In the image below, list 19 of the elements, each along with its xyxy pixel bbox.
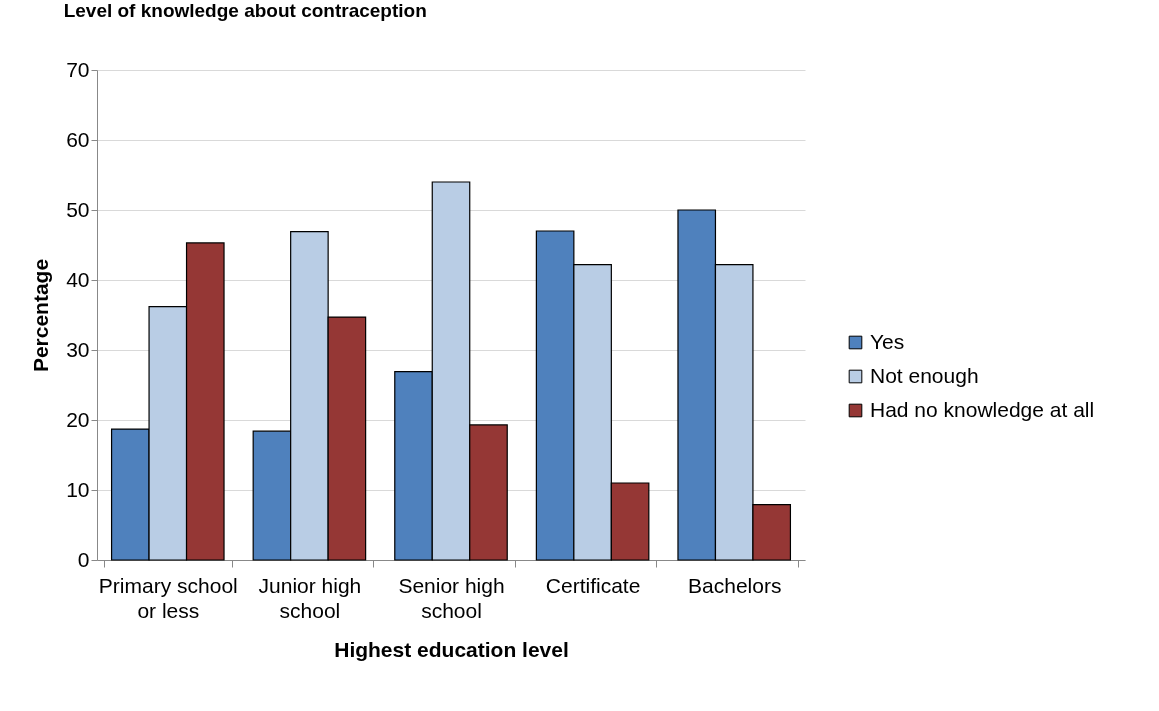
x-tick-label: Bachelors (688, 573, 782, 597)
legend-label: Not enough (870, 363, 979, 387)
x-tick-label: Certificate (545, 573, 641, 597)
y-tick-label: 10 (66, 477, 90, 501)
legend-label: Had no knowledge at all (870, 397, 1095, 421)
x-tick-label: Senior high school (398, 573, 505, 622)
y-tick-label: 40 (66, 267, 90, 291)
x-tick-label: Junior high school (258, 573, 362, 622)
chart-title: Level of knowledge about contraception (63, 0, 427, 21)
y-tick-label: 50 (66, 197, 90, 221)
y-tick-label: 70 (66, 57, 90, 81)
y-tick-label: 30 (66, 337, 90, 361)
y-tick-label: 0 (77, 547, 90, 571)
x-axis-title: Highest education level (334, 637, 569, 661)
legend-label: Yes (870, 329, 905, 353)
y-tick-label: 60 (66, 127, 90, 151)
y-axis-title: Percentage (29, 258, 53, 373)
x-tick-label: Primary school or less (98, 573, 238, 622)
y-tick-label: 20 (66, 407, 90, 431)
